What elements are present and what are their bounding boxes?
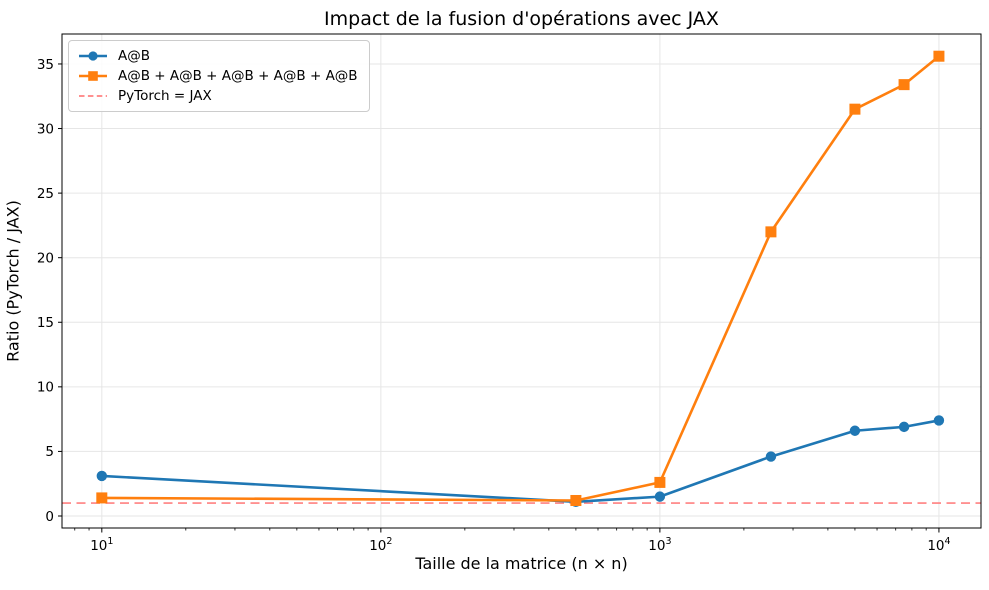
data-point-marker bbox=[849, 103, 861, 115]
y-tick-label: 30 bbox=[37, 121, 54, 137]
data-point-marker bbox=[96, 492, 108, 504]
data-point-marker bbox=[898, 79, 910, 91]
y-tick-label: 35 bbox=[37, 57, 54, 73]
data-point-marker bbox=[933, 50, 945, 62]
data-point-marker bbox=[849, 425, 861, 436]
legend-entry-reference: PyTorch = JAX bbox=[77, 86, 358, 106]
legend-entry-series-0: A@B bbox=[77, 46, 358, 66]
legend-sample-dashed-line-icon bbox=[79, 95, 107, 97]
data-point-marker bbox=[933, 415, 945, 426]
gridlines bbox=[62, 34, 981, 528]
legend-sample-line-square-icon bbox=[79, 71, 107, 81]
y-axis-label: Ratio (PyTorch / JAX) bbox=[3, 200, 23, 362]
legend-label: PyTorch = JAX bbox=[118, 88, 212, 104]
x-tick-label: 101 bbox=[90, 536, 113, 554]
legend-label: A@B + A@B + A@B + A@B + A@B bbox=[118, 68, 358, 84]
y-tick-label: 20 bbox=[37, 250, 54, 266]
series-1 bbox=[96, 50, 945, 506]
series-line-0 bbox=[100, 419, 941, 504]
series-0 bbox=[96, 415, 945, 507]
x-tick-label: 103 bbox=[648, 536, 671, 554]
chart-title: Impact de la fusion d'opérations avec JA… bbox=[324, 8, 719, 30]
legend-entry-series-1: A@B + A@B + A@B + A@B + A@B bbox=[77, 66, 358, 86]
data-point-marker bbox=[654, 476, 666, 488]
y-tick-label: 25 bbox=[37, 186, 54, 202]
data-point-marker bbox=[96, 470, 108, 482]
y-tick-label: 15 bbox=[37, 315, 54, 331]
data-point-marker bbox=[570, 494, 582, 506]
data-point-marker bbox=[898, 421, 910, 433]
legend-label: A@B bbox=[118, 48, 150, 64]
y-tick-label: 10 bbox=[37, 380, 54, 396]
data-point-marker bbox=[765, 451, 777, 462]
legend-sample-line-circle-icon bbox=[79, 51, 107, 61]
data-point-marker bbox=[654, 491, 666, 502]
x-tick-label: 104 bbox=[927, 536, 950, 554]
axis-ticks: 0 5 10 15 20 25 30 35 101 102 103 104 bbox=[37, 57, 951, 554]
x-axis-label: Taille de la matrice (n × n) bbox=[415, 554, 628, 573]
y-tick-label: 5 bbox=[45, 444, 54, 460]
plot-border bbox=[61, 33, 982, 529]
data-point-marker bbox=[765, 226, 777, 238]
y-tick-label: 0 bbox=[45, 509, 54, 525]
x-tick-label: 102 bbox=[369, 536, 392, 554]
legend: A@B A@B + A@B + A@B + A@B + A@B PyTorch … bbox=[68, 40, 370, 112]
series-line-1 bbox=[100, 54, 941, 502]
